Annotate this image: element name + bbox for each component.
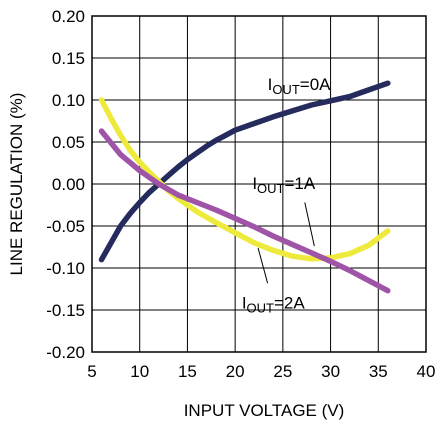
x-tick-label: 30 — [321, 362, 340, 381]
y-tick-label: 0.20 — [52, 7, 85, 26]
x-tick-label: 20 — [226, 362, 245, 381]
y-tick-label: -0.20 — [46, 343, 85, 362]
y-tick-label: 0.15 — [52, 49, 85, 68]
annotation-leader-iout-2a — [257, 247, 269, 284]
annotation-iout-2a: IOUT=2A — [242, 293, 306, 315]
y-tick-label: -0.10 — [46, 259, 85, 278]
y-tick-label: 0.10 — [52, 91, 85, 110]
annotation-leader-iout-1a — [304, 202, 315, 247]
x-tick-label: 40 — [417, 362, 436, 381]
plot-frame — [91, 15, 427, 353]
x-tick-labels: 5 10 15 20 25 30 35 40 — [87, 362, 435, 381]
y-tick-label: -0.05 — [46, 217, 85, 236]
y-axis-label: LINE REGULATION (%) — [7, 93, 26, 276]
y-tick-label: 0.05 — [52, 133, 85, 152]
series-line-iout-2a — [98, 97, 391, 262]
series-line-iout-1a — [98, 128, 391, 294]
annotation-iout-1a: IOUT=1A — [252, 174, 316, 196]
y-tick-label: -0.15 — [46, 301, 85, 320]
x-tick-label: 10 — [130, 362, 149, 381]
series-layer — [98, 80, 391, 294]
series-line-iout-0a — [98, 80, 391, 263]
y-tick-label: 0.00 — [52, 175, 85, 194]
x-tick-label: 5 — [87, 362, 96, 381]
x-axis-label: INPUT VOLTAGE (V) — [184, 401, 345, 420]
annotations: IOUT=0A IOUT=1A IOUT=2A — [242, 75, 331, 315]
x-tick-label: 15 — [178, 362, 197, 381]
annotation-iout-0a: IOUT=0A — [268, 75, 332, 97]
x-tick-label: 35 — [369, 362, 388, 381]
x-tick-label: 25 — [273, 362, 292, 381]
y-tick-labels: 0.20 0.15 0.10 0.05 0.00 -0.05 -0.10 -0.15 -0.20 — [46, 7, 85, 362]
